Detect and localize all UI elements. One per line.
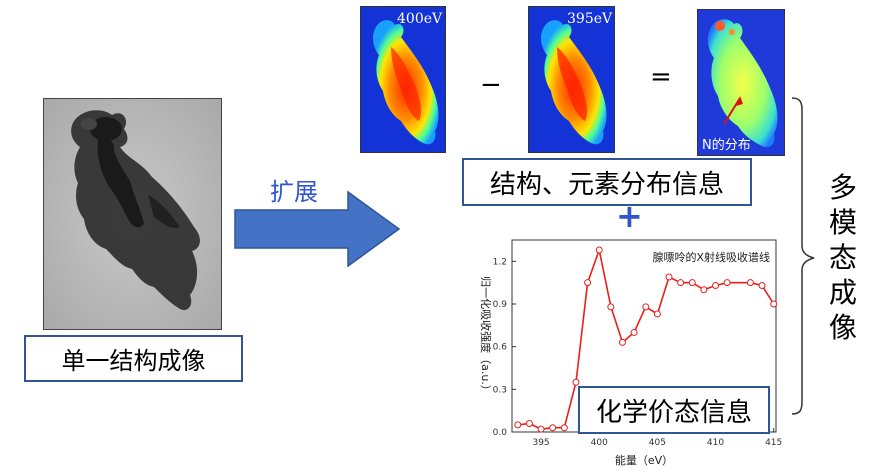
- data-point: [525, 419, 533, 427]
- map-nitrogen: N的分布: [697, 9, 785, 156]
- xas-spectrum-chart: 395 400 405 410 415 0.0 0.3 0.6 0.9 1.2 腺嘌呤的X射线吸收谱…: [479, 239, 782, 467]
- data-point: [607, 303, 615, 311]
- data-point: [688, 279, 696, 287]
- tem-image: [43, 98, 222, 330]
- data-point: [712, 282, 720, 290]
- data-point: [746, 279, 754, 287]
- nitrogen-label: N的分布: [702, 138, 751, 153]
- structure-info-box: 结构、元素分布信息: [462, 158, 752, 206]
- tem-label: 单一结构成像: [61, 347, 206, 375]
- x-tick-label: 415: [765, 438, 782, 448]
- data-point: [653, 310, 661, 318]
- expand-arrow-icon: [234, 190, 401, 268]
- y-tick-label: 0.3: [493, 385, 507, 395]
- data-point: [723, 279, 731, 287]
- minus-sign: −: [480, 70, 502, 100]
- right-brace-icon: [791, 97, 815, 415]
- x-tick-label: 410: [707, 438, 724, 448]
- y-tick-label: 0.0: [493, 428, 508, 438]
- data-point: [677, 279, 685, 287]
- map-395ev: 395eV: [528, 6, 615, 153]
- data-point: [560, 424, 568, 432]
- y-tick-label: 0.9: [493, 300, 508, 310]
- data-point: [572, 378, 580, 386]
- data-point: [595, 246, 603, 254]
- spectrum-line: [517, 247, 775, 431]
- data-point: [700, 286, 708, 294]
- chemical-state-box: 化学价态信息: [578, 386, 770, 434]
- x-tick-label: 405: [649, 438, 666, 448]
- vertical-char: 模: [828, 206, 857, 239]
- x-axis-label: 能量（eV）: [615, 453, 673, 467]
- equals-sign: =: [650, 62, 672, 92]
- structure-info-label: 结构、元素分布信息: [489, 169, 724, 200]
- data-point: [665, 273, 673, 281]
- data-point: [758, 282, 766, 290]
- vertical-char: 多: [828, 171, 857, 204]
- data-point: [770, 300, 778, 308]
- map-400ev-label: 400eV: [397, 11, 443, 27]
- annotation-arrow-icon: [723, 96, 743, 125]
- data-point: [584, 279, 592, 287]
- data-point: [537, 425, 545, 433]
- y-tick-label: 1.2: [493, 257, 507, 267]
- y-axis-label: 归一化吸收强度（a.u.）: [479, 276, 493, 396]
- vertical-char: 成: [828, 276, 857, 309]
- y-tick-label: 0.6: [493, 343, 508, 353]
- map-395ev-label: 395eV: [567, 11, 613, 27]
- vertical-char: 态: [828, 241, 857, 274]
- data-point: [642, 303, 650, 311]
- tem-label-box: 单一结构成像: [24, 335, 243, 382]
- data-point: [549, 424, 557, 432]
- data-point: [618, 338, 626, 346]
- map-400ev: 400eV: [360, 6, 446, 153]
- x-tick-label: 400: [591, 438, 608, 448]
- expand-label: 扩展: [270, 178, 318, 206]
- tem-particle-silhouette: [44, 99, 221, 329]
- vertical-char: 像: [828, 311, 857, 344]
- data-point: [630, 328, 638, 336]
- chart-title: 腺嘌呤的X射线吸收谱线: [652, 250, 770, 264]
- x-tick-label: 395: [532, 438, 549, 448]
- multimodal-imaging-label: 多 模 态 成 像: [823, 170, 863, 345]
- data-point: [514, 421, 522, 429]
- chemical-state-label: 化学价态信息: [595, 397, 752, 428]
- plus-sign: +: [616, 197, 643, 235]
